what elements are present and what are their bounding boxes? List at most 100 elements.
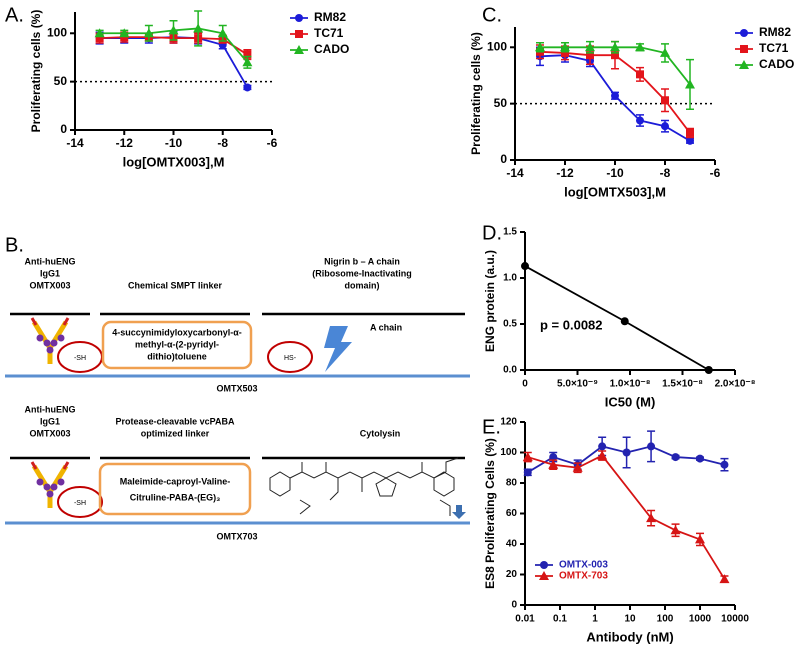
diagram: B. Anti-huENG IgG1 OMTX003 Chemical SMPT… bbox=[5, 234, 470, 541]
marker bbox=[671, 453, 680, 462]
marker bbox=[598, 442, 607, 451]
marker bbox=[193, 23, 204, 33]
legend-label: TC71 bbox=[314, 26, 344, 40]
legend-marker bbox=[294, 45, 304, 54]
legend-marker bbox=[739, 60, 749, 69]
antibody-icon bbox=[30, 461, 70, 508]
x-tick-label: -12 bbox=[116, 136, 134, 150]
y-tick-label: 0.0 bbox=[503, 365, 517, 376]
x-tick-label: 1.0×10⁻⁸ bbox=[610, 379, 651, 390]
x-tick-label: -10 bbox=[606, 166, 624, 180]
marker bbox=[217, 28, 228, 38]
marker bbox=[685, 79, 695, 89]
y-tick-label: 100 bbox=[500, 447, 517, 458]
legend-label: RM82 bbox=[759, 25, 791, 39]
marker bbox=[572, 462, 583, 472]
linker: dithio)toluene bbox=[147, 351, 207, 361]
y-tick-label: 0 bbox=[60, 122, 67, 136]
linker-box bbox=[98, 462, 252, 516]
marker bbox=[522, 452, 533, 462]
x-tick-label: 0 bbox=[522, 379, 528, 390]
x-tick-label: -6 bbox=[710, 166, 721, 180]
y-tick-label: 50 bbox=[494, 96, 508, 110]
antibody-label: Anti-huENG bbox=[25, 256, 76, 266]
legend-label: RM82 bbox=[314, 10, 346, 24]
x-tick-label: -10 bbox=[165, 136, 183, 150]
marker bbox=[647, 442, 656, 451]
marker bbox=[95, 34, 104, 43]
marker bbox=[611, 91, 619, 100]
x-tick-label: 10 bbox=[624, 614, 636, 625]
marker bbox=[243, 83, 252, 92]
marker bbox=[635, 42, 645, 52]
toxin-icon bbox=[324, 326, 352, 372]
marker bbox=[696, 454, 704, 463]
payload-thiol: HS- bbox=[284, 355, 297, 362]
marker bbox=[636, 70, 644, 79]
y-tick-label: 80 bbox=[506, 478, 518, 489]
x-tick-label: -14 bbox=[506, 166, 524, 180]
legend-marker bbox=[539, 571, 549, 580]
marker bbox=[549, 453, 558, 462]
thiol: -SH bbox=[74, 500, 86, 507]
marker bbox=[646, 513, 657, 523]
panel-label: B. bbox=[5, 234, 24, 256]
legend-label: OMTX-003 bbox=[559, 560, 608, 571]
marker bbox=[695, 534, 705, 544]
payload: A chain bbox=[370, 322, 402, 332]
legend-marker bbox=[295, 30, 303, 38]
y-tick-label: 40 bbox=[506, 539, 518, 550]
legend-label: OMTX-703 bbox=[559, 571, 608, 582]
marker bbox=[521, 262, 529, 271]
linker: Maleimide-caproyl-Valine- bbox=[120, 476, 231, 486]
y-tick-label: 60 bbox=[506, 508, 518, 519]
x-tick-label: 0.01 bbox=[515, 614, 535, 625]
linker-header: Protease-cleavable vcPABA bbox=[116, 416, 235, 426]
x-tick-label: 100 bbox=[657, 614, 674, 625]
linker: Citruline-PABA-(EG)₃ bbox=[130, 492, 221, 502]
marker bbox=[661, 96, 669, 105]
legend-label: CADO bbox=[759, 57, 794, 71]
y-tick-label: 120 bbox=[500, 417, 517, 428]
y-tick-label: 0 bbox=[500, 152, 507, 166]
marker bbox=[143, 28, 154, 38]
y-tick-label: 20 bbox=[506, 569, 518, 580]
marker bbox=[523, 468, 532, 477]
marker bbox=[636, 116, 644, 125]
x-tick-label: 0.1 bbox=[553, 614, 567, 625]
panel-label: C. bbox=[482, 4, 502, 26]
antibody-label: IgG1 bbox=[40, 416, 60, 426]
payload-header: Nigrin b – A chain bbox=[324, 256, 400, 266]
antibody-icon bbox=[30, 317, 70, 364]
panel-label: A. bbox=[5, 4, 24, 26]
x-tick-label: 2.0×10⁻⁸ bbox=[715, 379, 756, 390]
linker: 4-succynimidyloxycarbonyl-α- bbox=[112, 327, 242, 337]
marker bbox=[620, 317, 629, 326]
payload-header: (Ribosome-Inactivating bbox=[312, 268, 412, 278]
marker bbox=[610, 42, 620, 52]
marker bbox=[704, 366, 713, 374]
marker bbox=[597, 450, 608, 460]
y-tick-label: 0 bbox=[511, 600, 517, 611]
marker bbox=[720, 460, 729, 469]
x-tick-label: 1.5×10⁻⁸ bbox=[662, 379, 703, 390]
thiol-oval bbox=[57, 486, 103, 518]
linker: methyl-α-(2-pyridyl- bbox=[135, 339, 219, 349]
marker bbox=[611, 51, 619, 60]
legend-marker bbox=[295, 14, 303, 22]
panel-label: E. bbox=[482, 416, 501, 438]
marker bbox=[560, 42, 570, 52]
legend-marker bbox=[740, 45, 748, 53]
marker bbox=[670, 525, 681, 535]
x-tick-label: 1000 bbox=[689, 614, 712, 625]
marker bbox=[686, 128, 694, 137]
y-tick-label: 100 bbox=[47, 25, 67, 39]
x-tick-label: 10000 bbox=[721, 614, 749, 625]
antibody-label: IgG1 bbox=[40, 268, 60, 278]
linker-header: optimized linker bbox=[141, 428, 210, 438]
linker-box bbox=[101, 320, 253, 370]
y-tick-label: 1.5 bbox=[503, 227, 517, 238]
marker bbox=[661, 122, 669, 131]
x-axis-label: IC50 (M) bbox=[605, 394, 656, 409]
